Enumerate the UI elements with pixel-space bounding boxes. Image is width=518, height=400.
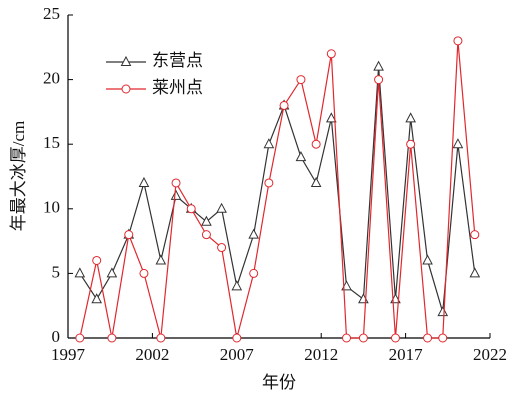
data-point [201,215,212,226]
data-point [453,36,463,46]
data-point [249,268,259,278]
x-axis-label: 年份 [262,373,296,392]
data-point [75,333,85,343]
data-point [390,333,400,343]
data-point [171,178,181,188]
data-point [437,306,449,317]
y-tick-label: 0 [52,327,61,346]
legend-label: 东营点 [152,51,203,70]
data-point [217,243,227,253]
data-point [106,267,118,278]
data-point [139,268,149,278]
y-tick-label: 10 [43,198,60,217]
data-point [170,189,182,200]
data-point [232,333,242,343]
data-point [405,112,416,123]
legend-label: 莱州点 [152,78,203,97]
data-point [231,280,243,291]
data-point [248,228,260,239]
data-point [186,204,196,214]
data-point [469,267,481,278]
data-point [358,333,368,343]
data-point [124,230,134,240]
data-point [107,333,117,343]
legend-marker [121,84,131,94]
data-point [423,333,433,343]
data-point [470,230,480,240]
y-axis-label: 年最大冰厚/cm [9,121,28,232]
y-tick-label: 15 [43,133,60,152]
data-point [422,254,433,265]
series-line [79,40,476,339]
data-point [342,333,352,343]
y-tick-label: 20 [43,69,60,88]
data-point [374,75,384,85]
data-point [201,230,211,240]
data-point [74,267,86,278]
data-point [138,176,150,187]
data-point [326,49,336,59]
data-point [358,293,369,304]
data-point [438,333,448,343]
data-point [373,60,384,71]
data-point [325,112,337,123]
data-point [155,254,167,265]
data-point [216,202,227,213]
data-point [92,255,102,265]
y-tick-label: 5 [52,262,61,281]
x-tick-label: 2007 [220,345,255,364]
data-point [264,178,274,188]
x-tick-label: 2002 [135,345,169,364]
data-point [452,138,464,149]
x-tick-label: 1997 [51,345,86,364]
x-tick-label: 2012 [304,345,338,364]
y-tick-label: 25 [43,4,60,23]
x-tick-label: 2017 [389,345,424,364]
data-point [263,138,275,149]
series-line [79,66,476,313]
data-point [296,75,306,85]
data-point [156,333,166,343]
legend-marker [120,55,132,66]
data-point [91,293,103,304]
data-point [279,100,289,110]
data-point [295,151,307,162]
data-point [310,176,322,187]
data-point [311,139,321,149]
data-point [406,139,416,149]
x-tick-label: 2022 [473,345,507,364]
